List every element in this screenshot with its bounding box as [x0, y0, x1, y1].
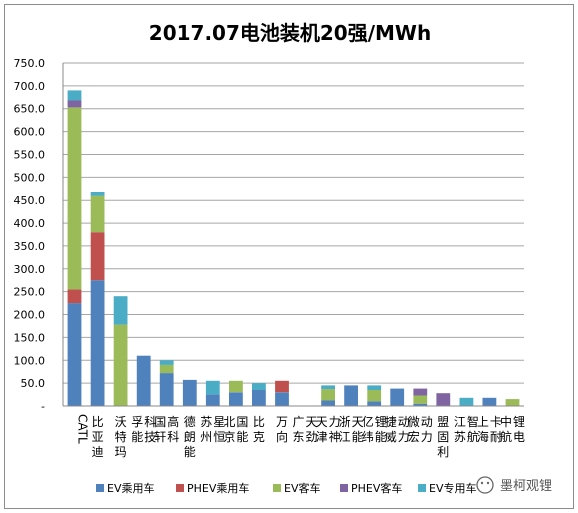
bar-segment [321, 385, 335, 390]
legend-label: PHEV乘用车 [187, 481, 249, 495]
bar-segment [67, 303, 82, 406]
x-tick-label: 德朗能 [184, 414, 196, 459]
bar-segment [275, 392, 289, 406]
legend-label: PHEV客车 [351, 481, 402, 495]
y-tick-label: 500.0 [14, 171, 46, 184]
legend-label: EV客车 [284, 481, 320, 495]
bar-segment [321, 389, 335, 401]
bar-segment [159, 360, 174, 365]
y-tick-label: 650.0 [14, 103, 46, 116]
y-tick-label: 400.0 [14, 217, 46, 230]
bar-segment [367, 385, 382, 390]
bar-segment [90, 280, 105, 406]
y-tick-label: 600.0 [14, 126, 46, 139]
x-tick-label: 亿纬锂能 [362, 414, 387, 444]
y-tick-label: 200.0 [14, 309, 46, 322]
y-tick-label: 450.0 [14, 194, 46, 207]
y-tick-label: 150.0 [14, 331, 46, 344]
legend-swatch [273, 484, 281, 492]
bar-segment [159, 373, 174, 406]
bar-segment [113, 296, 128, 325]
chart-title: 2017.07电池装机20强/MWh [149, 21, 431, 45]
bar-segment [390, 388, 405, 406]
bar-segment [136, 355, 151, 406]
y-tick-label: 350.0 [14, 240, 46, 253]
y-tick-label: 50.0 [21, 377, 46, 390]
x-tick-label: 江苏智航 [454, 414, 479, 444]
watermark-text: 墨柯观锂 [500, 479, 552, 494]
legend-swatch [418, 484, 426, 492]
x-tick-label: 浙江天能 [339, 415, 364, 444]
bar-segment [275, 380, 289, 393]
x-tick-label: 中航锂电 [500, 414, 525, 444]
y-tick-label: 100.0 [14, 354, 46, 367]
bar-segment [344, 385, 358, 406]
y-tick-label: 750.0 [14, 57, 46, 70]
bar-segment [252, 390, 266, 406]
bar-segment [67, 90, 82, 101]
y-tick-label: 300.0 [14, 263, 46, 276]
bar-segment [482, 397, 497, 406]
bar-segment [413, 395, 428, 404]
bar-segment [67, 107, 82, 290]
y-tick-label: 550.0 [14, 148, 46, 161]
y-tick-label: 250.0 [14, 286, 46, 299]
bar-segment [205, 394, 220, 406]
bar-segment [205, 380, 220, 395]
bar-segment [413, 388, 428, 396]
x-tick-label: 国轩高科 [154, 414, 179, 444]
legend-label: EV专用车 [429, 481, 476, 495]
legend-swatch [176, 484, 184, 492]
bar-segment [90, 192, 105, 196]
watermark: 墨柯观锂 [476, 476, 552, 494]
y-axis: 750.0 700.0 650.0 600.0 550.0 500.0 450.0 400.0… [14, 57, 64, 413]
bar-segment [413, 403, 428, 406]
wechat-icon [476, 476, 494, 494]
bar-segment [182, 379, 197, 406]
x-axis: CATL 比亚迪沃特玛孚能科技国轩高科德朗能苏州星恒北京国能比克万向广东天劲天津力… [63, 405, 525, 459]
x-tick-label: 孚能科技 [131, 415, 156, 444]
bar-segment [229, 380, 243, 393]
legend: EV乘用车 PHEV乘用车 EV客车 PHEV客车 EV专用车 [96, 481, 476, 495]
x-tick-label: 苏州星恒 [200, 415, 225, 444]
bar-segment [321, 400, 335, 406]
x-tick-label: 沃特玛 [115, 415, 127, 459]
bar-segment [67, 289, 82, 304]
x-tick-label: 北京国能 [223, 415, 248, 444]
y-tick-label: 700.0 [14, 80, 46, 93]
x-tick-label: 比克 [253, 415, 265, 444]
x-tick-label: 上海卡耐 [477, 415, 502, 444]
bar-segment [229, 392, 243, 406]
grid-lines [63, 62, 524, 384]
bar-segment [505, 399, 520, 406]
bar-segment [113, 324, 128, 406]
bars [67, 90, 520, 406]
x-tick-label: 微宏动力 [408, 415, 433, 444]
legend-swatch [340, 484, 348, 492]
x-tick-label: CATL [76, 414, 90, 444]
bar-segment [90, 195, 105, 233]
legend-swatch [96, 484, 104, 492]
bar-segment [252, 383, 266, 390]
bar-segment [367, 401, 382, 406]
bar-segment [367, 390, 382, 402]
bar-segment [436, 393, 451, 406]
bar-segment [459, 397, 474, 406]
bar-segment [67, 100, 82, 108]
x-tick-label: 广东天劲 [292, 415, 317, 444]
x-tick-label: 盟固利 [437, 415, 449, 459]
x-tick-label: 天津力神 [316, 415, 341, 444]
y-tick-label: - [41, 400, 45, 413]
bar-segment [159, 364, 174, 373]
bar-segment [90, 232, 105, 281]
x-tick-label: 比亚迪 [92, 415, 104, 459]
legend-label: EV乘用车 [107, 481, 154, 495]
x-tick-label: 捷威动力 [385, 415, 410, 444]
x-tick-label: 万向 [276, 415, 288, 444]
